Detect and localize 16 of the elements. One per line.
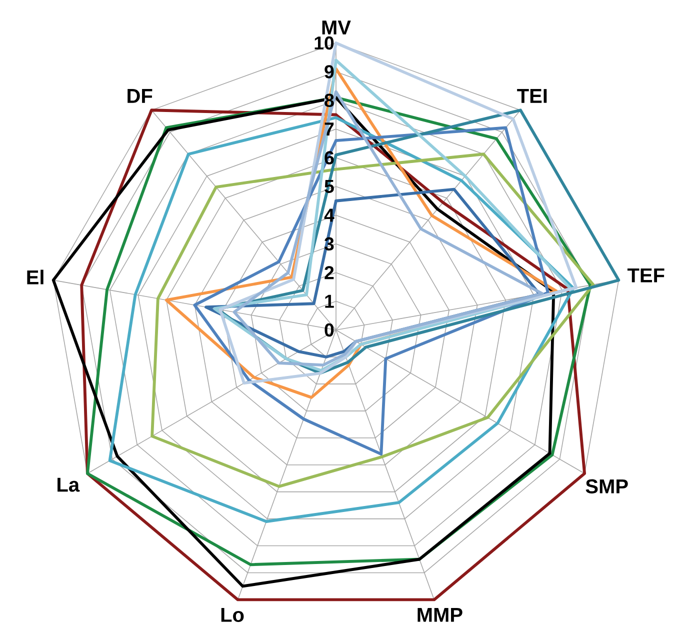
y-tick-label: 7 <box>324 122 334 136</box>
y-tick-label: 0 <box>324 323 334 337</box>
spoke-label: El <box>27 270 44 284</box>
spoke-label: MMP <box>418 608 462 622</box>
spoke-label: MV <box>322 20 351 34</box>
y-tick-label: 6 <box>324 151 334 164</box>
y-tick-label: 1 <box>325 294 334 308</box>
y-tick-label: 10 <box>314 36 334 50</box>
spoke-label: TEI <box>517 89 547 103</box>
spoke-label: Lo <box>221 608 244 622</box>
spoke-label: La <box>58 478 80 492</box>
spoke-label: TEF <box>627 268 664 282</box>
spoke-label: SMP <box>586 479 628 494</box>
spoke-label: DF <box>128 89 152 103</box>
y-tick-label: 2 <box>324 266 334 280</box>
y-tick-label: 9 <box>324 65 334 78</box>
